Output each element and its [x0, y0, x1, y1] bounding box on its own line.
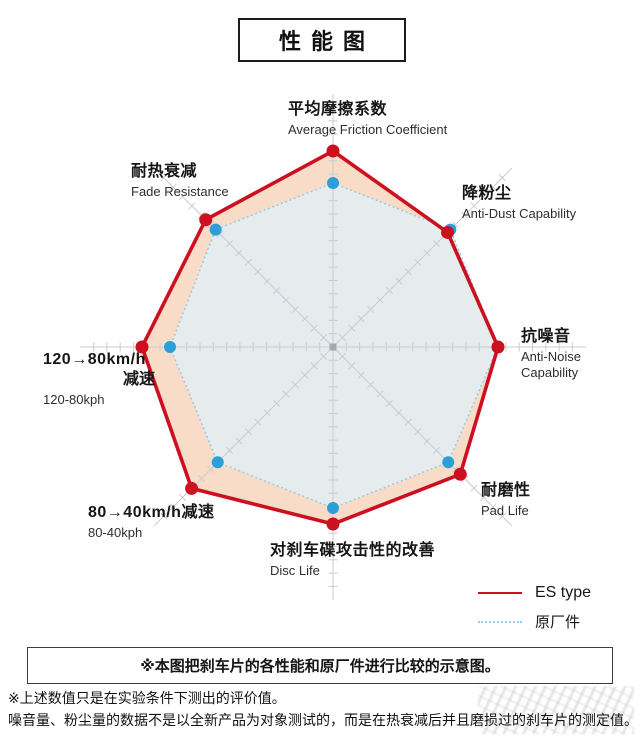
page-title: 性能图	[278, 29, 375, 54]
axis-label-anti-dust: 降粉尘 Anti-Dust Capability	[462, 184, 576, 222]
axis-label-pad-life: 耐磨性 Pad Life	[481, 481, 531, 519]
axis-label-fade-resistance: 耐热衰减 Fade Resistance	[131, 162, 229, 200]
page-title-box: 性能图	[238, 18, 406, 62]
axis-label-average-friction: 平均摩擦系数 Average Friction Coefficient	[288, 100, 447, 138]
footnotes: ※上述数值只是在实验条件下测出的评价值。 噪音量、粉尘量的数据不是以全新产品为对…	[8, 688, 638, 731]
axis-label-zh: 对刹车碟攻击性的改善	[270, 542, 436, 559]
axis-label-120-80-decel: 120→80km/h 减速 120-80kph	[43, 350, 155, 408]
axis-label-80-40-decel: 80→40km/h减速 80-40kph	[88, 503, 214, 541]
axis-label-en: Pad Life	[481, 503, 529, 518]
axis-label-en: Average Friction Coefficient	[288, 122, 448, 137]
comparison-note: ※本图把刹车片的各性能和原厂件进行比较的示意图。	[140, 658, 500, 675]
legend-item-oem: 原厂件	[478, 607, 638, 636]
axis-label-zh: 耐磨性	[481, 482, 531, 499]
footnote-line1: ※上述数值只是在实验条件下测出的评价值。	[8, 690, 286, 706]
legend-line-dotted-blue	[478, 620, 522, 623]
axis-label-zh: 80→40km/h减速	[88, 504, 215, 521]
axis-label-zh: 降粉尘	[462, 185, 512, 202]
legend-line-solid-red	[478, 591, 522, 594]
axis-label-en: 120-80kph	[43, 392, 105, 407]
axis-label-zh: 耐热衰减	[131, 163, 198, 180]
footnote-line2: 噪音量、粉尘量的数据不是以全新产品为对象测试的，而是在热衰减后并且磨损过的刹车片…	[8, 711, 638, 728]
axis-label-zh-line2: 减速	[123, 371, 156, 388]
axis-label-anti-noise: 抗噪音 Anti-Noise Capability	[521, 327, 603, 382]
axis-label-zh: 平均摩擦系数	[288, 101, 388, 118]
axis-label-zh: 抗噪音	[521, 328, 571, 345]
axis-label-disc-life: 对刹车碟攻击性的改善 Disc Life	[270, 541, 435, 579]
legend-label: 原厂件	[535, 614, 581, 631]
legend-label: ES type	[535, 583, 592, 601]
axis-label-en: Anti-Noise Capability	[521, 349, 581, 381]
axis-label-en: Disc Life	[270, 563, 320, 578]
axis-label-en: 80-40kph	[88, 525, 143, 540]
axis-label-zh: 120→80km/h	[43, 351, 146, 368]
axis-label-en: Fade Resistance	[131, 184, 229, 199]
legend: ES type 原厂件	[478, 578, 638, 636]
axis-label-en: Anti-Dust Capability	[462, 206, 577, 221]
legend-item-es-type: ES type	[478, 578, 638, 607]
comparison-note-box: ※本图把刹车片的各性能和原厂件进行比较的示意图。	[27, 647, 613, 684]
